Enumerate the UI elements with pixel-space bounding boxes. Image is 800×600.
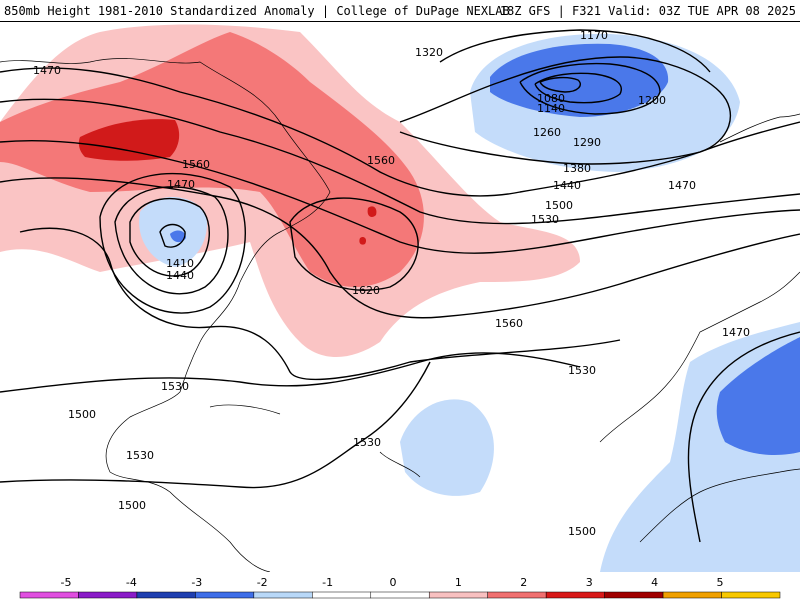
contour-label: 1530 — [568, 364, 596, 377]
contour-label: 1560 — [182, 158, 210, 171]
contour-label: 1470 — [33, 64, 61, 77]
run-valid-time: 18Z GFS | F321 Valid: 03Z TUE APR 08 202… — [499, 4, 796, 18]
colorbar-tick-label: -5 — [61, 576, 72, 589]
colorbar-ticks: -5 -4 -3 -2 -1 0 1 2 3 4 5 — [61, 576, 724, 589]
contour-label: 1440 — [166, 269, 194, 282]
contour-label: 1440 — [553, 179, 581, 192]
colorbar-segment — [545, 591, 605, 599]
colorbar-segment — [136, 591, 196, 599]
contour-label: 1260 — [533, 126, 561, 139]
colorbar-tick-label: 0 — [390, 576, 397, 589]
map-title: 850mb Height 1981-2010 Standardized Anom… — [4, 4, 510, 18]
height-contours — [0, 29, 800, 543]
colorbar-segment — [721, 591, 781, 599]
positive-anomaly-strong — [78, 119, 377, 245]
contour-label: 1380 — [563, 162, 591, 175]
contour-label: 1530 — [353, 436, 381, 449]
contour-label: 1410 — [166, 257, 194, 270]
colorbar-segment — [604, 591, 664, 599]
anomaly-map: 1470 1320 1170 1080 1140 1200 1260 1290 … — [0, 24, 800, 572]
contour-label: 1470 — [167, 178, 195, 191]
contour-label: 1620 — [352, 284, 380, 297]
colorbar-tick-label: -4 — [126, 576, 137, 589]
anomaly-colorbar: -5 -4 -3 -2 -1 0 1 2 3 4 5 — [0, 572, 800, 600]
contour-label: 1500 — [568, 525, 596, 538]
contour-label: 1560 — [367, 154, 395, 167]
contour-label: 1320 — [415, 46, 443, 59]
contour-label: 1530 — [531, 213, 559, 226]
coastlines — [0, 58, 800, 572]
colorbar-tick-label: -3 — [191, 576, 202, 589]
contour-label: 1530 — [126, 449, 154, 462]
map-header: 850mb Height 1981-2010 Standardized Anom… — [0, 0, 800, 22]
contour-label: 1080 — [537, 92, 565, 105]
colorbar-segment — [19, 591, 79, 599]
colorbar-segment — [487, 591, 547, 599]
colorbar-segment — [370, 591, 430, 599]
contour-labels: 1470 1320 1170 1080 1140 1200 1260 1290 … — [33, 29, 750, 538]
colorbar-tick-label: 2 — [520, 576, 527, 589]
contour-label: 1530 — [161, 380, 189, 393]
contour-label: 1470 — [668, 179, 696, 192]
contour-label: 1470 — [722, 326, 750, 339]
colorbar-tick-label: 3 — [586, 576, 593, 589]
contour-label: 1140 — [537, 102, 565, 115]
colorbar-segment — [312, 591, 372, 599]
contour-label: 1560 — [495, 317, 523, 330]
colorbar-tick-label: -1 — [322, 576, 333, 589]
colorbar-segment — [195, 591, 255, 599]
colorbar-tick-label: 1 — [455, 576, 462, 589]
colorbar-tick-label: -2 — [257, 576, 268, 589]
contour-label: 1200 — [638, 94, 666, 107]
contour-label: 1500 — [118, 499, 146, 512]
colorbar-segment — [662, 591, 722, 599]
colorbar-segment — [253, 591, 313, 599]
colorbar-tick-label: 4 — [651, 576, 658, 589]
contour-label: 1500 — [545, 199, 573, 212]
colorbar-segment — [78, 591, 138, 599]
colorbar-tick-label: 5 — [717, 576, 724, 589]
positive-anomaly-moderate — [0, 32, 424, 287]
colorbar-segment — [428, 591, 488, 599]
contour-label: 1170 — [580, 29, 608, 42]
contour-label: 1290 — [573, 136, 601, 149]
contour-label: 1500 — [68, 408, 96, 421]
colorbar-segments — [19, 591, 781, 599]
